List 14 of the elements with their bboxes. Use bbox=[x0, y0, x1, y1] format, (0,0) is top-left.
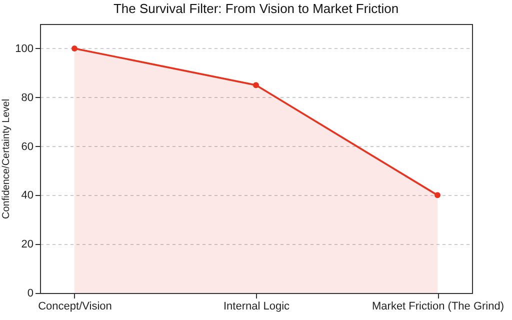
point bbox=[71, 45, 78, 52]
x-tick-label: Concept/Vision bbox=[38, 300, 112, 312]
y-tick-label: 0 bbox=[27, 288, 34, 300]
y-tick-label: 60 bbox=[21, 140, 34, 153]
y-axis-title: Confidence/Certainty Level bbox=[1, 98, 12, 220]
y-tick-label: 80 bbox=[21, 92, 34, 104]
y-tick-label: 20 bbox=[21, 238, 34, 251]
point bbox=[253, 82, 259, 88]
x-tick-label: Market Friction (The Grind) bbox=[372, 300, 504, 312]
x-tick-label: Internal Logic bbox=[223, 300, 290, 312]
y-tick-label: 100 bbox=[15, 42, 34, 55]
point bbox=[434, 192, 441, 198]
y-tick-label: 40 bbox=[21, 190, 34, 202]
chart-title: The Survival Filter: From Vision to Market Friction bbox=[113, 1, 399, 16]
